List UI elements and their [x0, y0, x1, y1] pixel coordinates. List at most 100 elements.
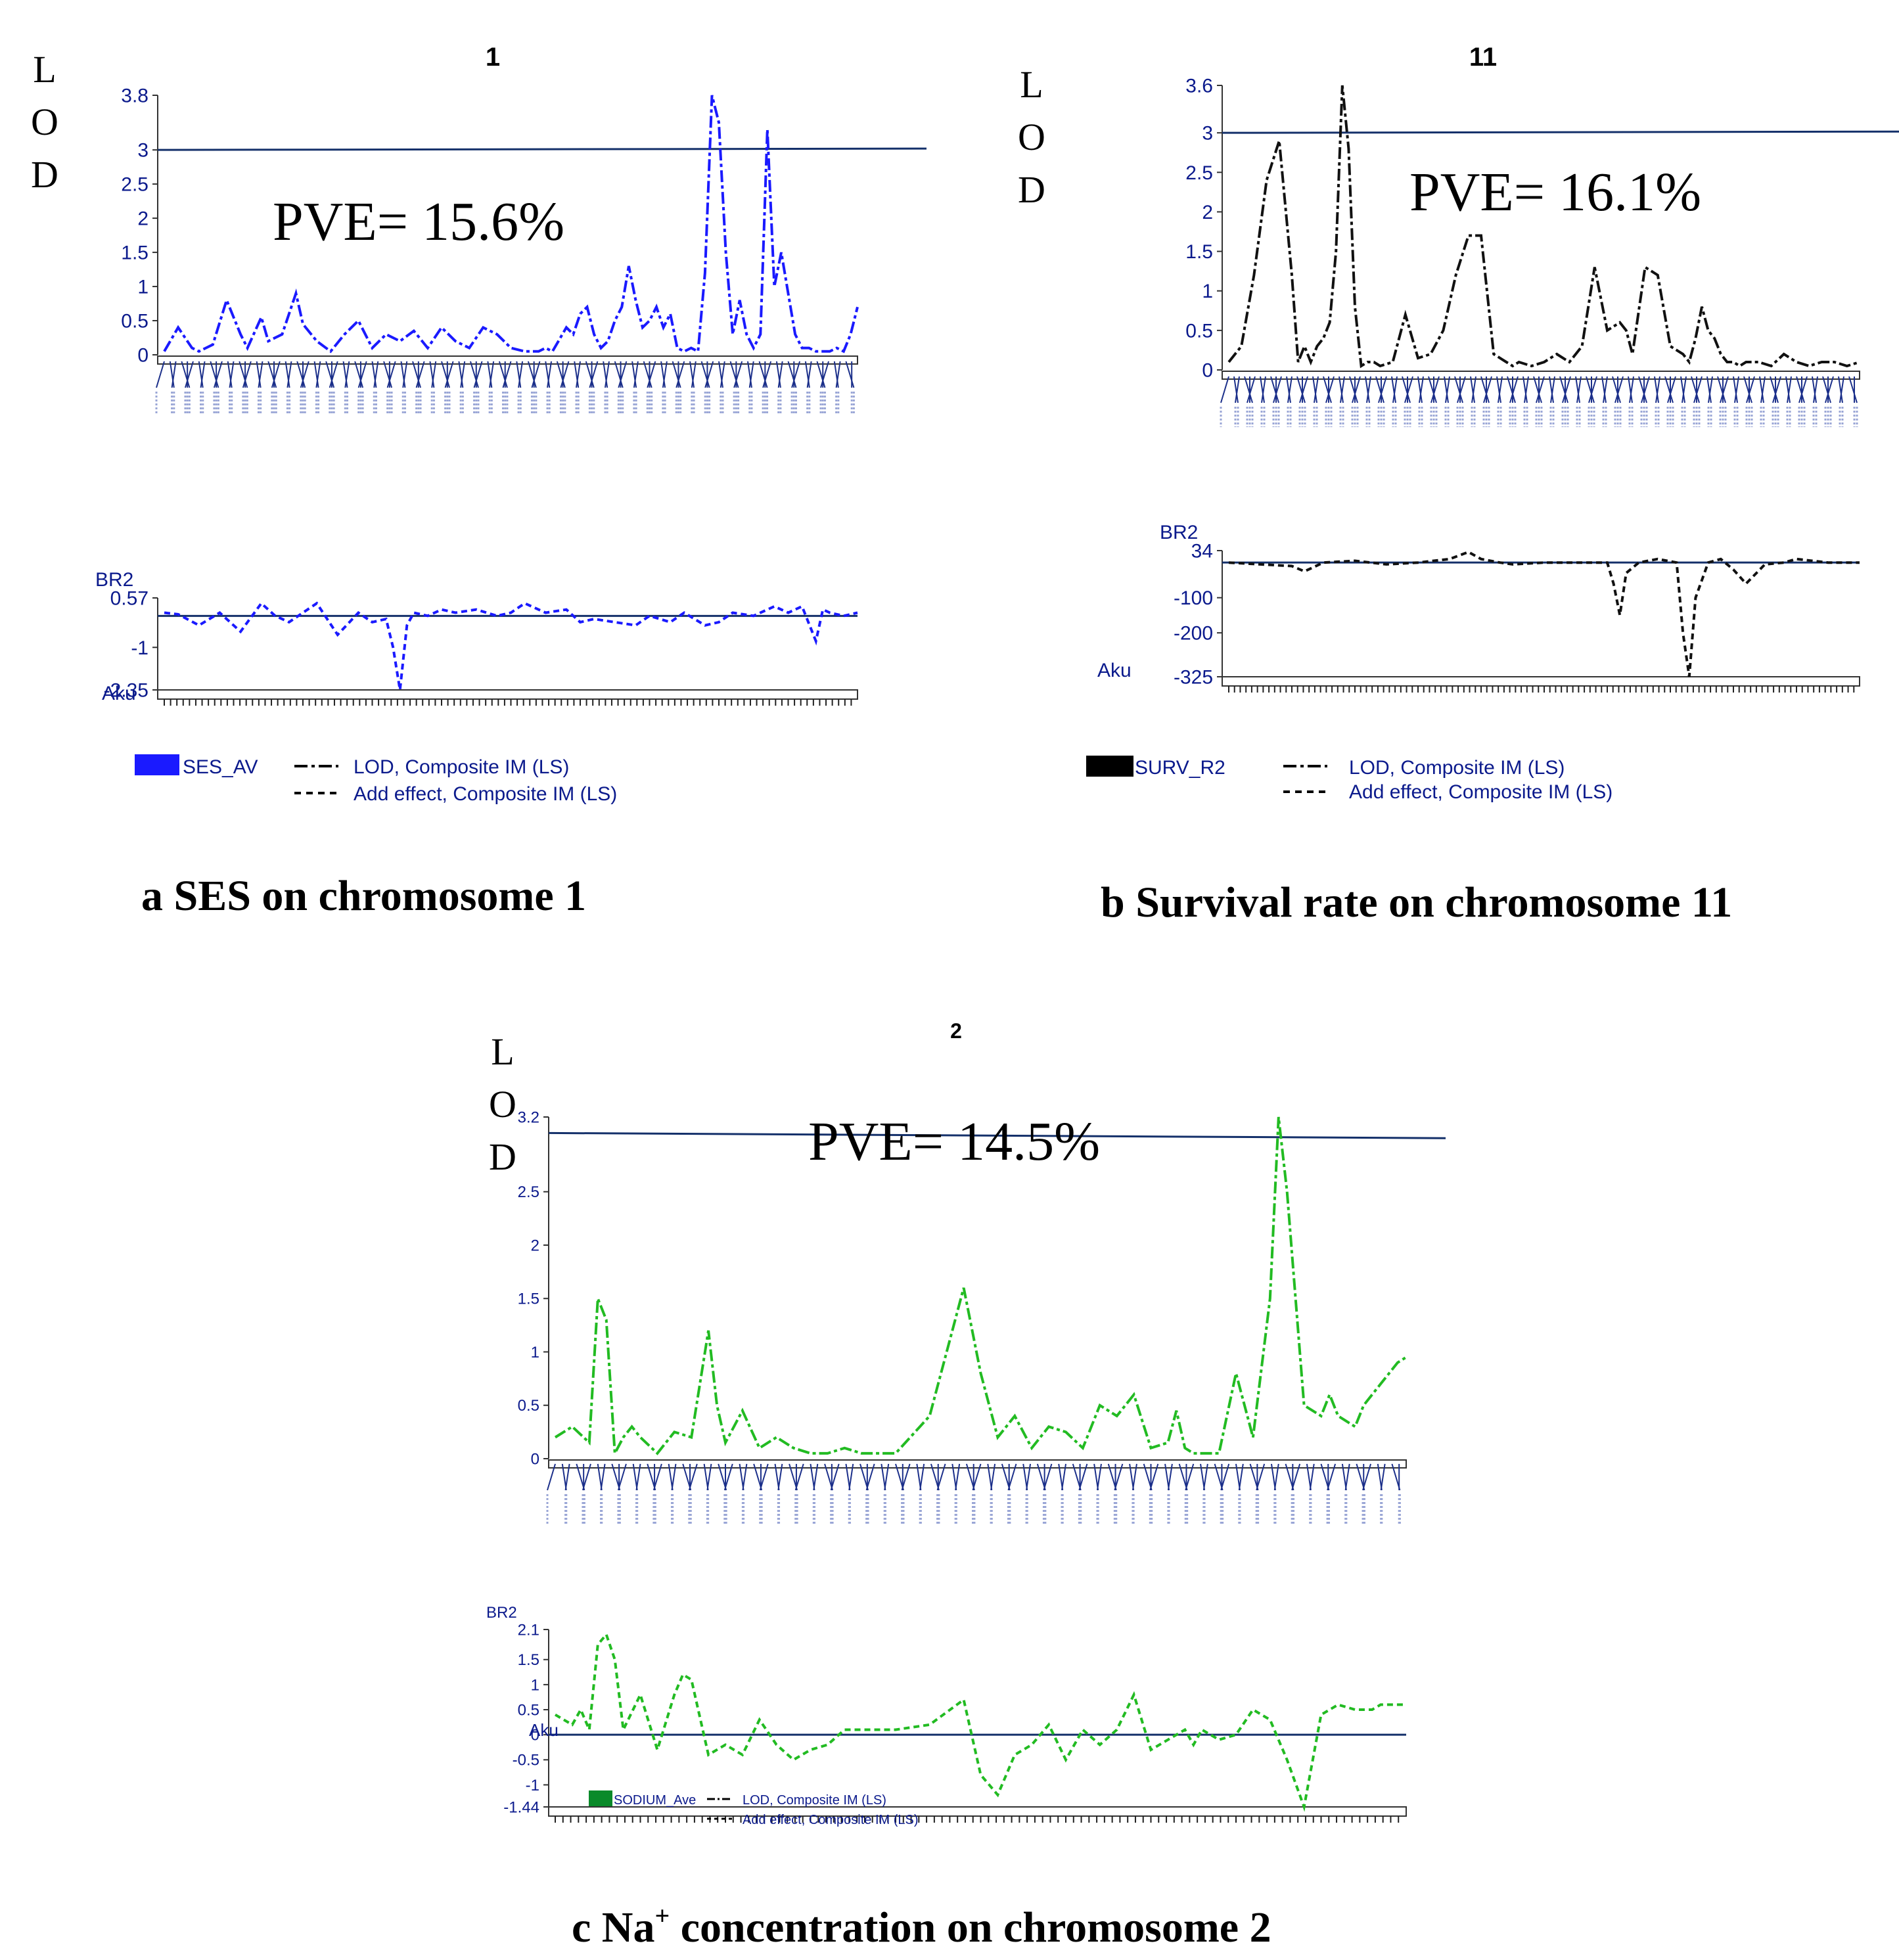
marker-tick: [1445, 376, 1450, 403]
marker-tick: [1614, 376, 1624, 403]
legend-trait-label: SODIUM_Ave: [614, 1793, 696, 1808]
marker-ticks: [546, 1463, 1401, 1524]
marker-tick: [691, 361, 697, 388]
marker-tick: [1693, 376, 1703, 403]
marker-tick: [1457, 376, 1466, 403]
legend-lod-label: LOD, Composite IM (LS): [743, 1793, 886, 1808]
marker-tick: [1256, 1463, 1266, 1491]
marker-tick: [564, 1463, 570, 1491]
marker-tick: [848, 1463, 854, 1491]
marker-tick: [652, 1463, 662, 1491]
marker-tick: [1798, 376, 1808, 403]
lod-y-tick-label: 3.2: [518, 1108, 539, 1126]
lod-y-tick-label: 1: [531, 1344, 539, 1361]
marker-tick: [412, 361, 421, 388]
marker-tick: [1576, 376, 1582, 403]
caption-prefix: c Na: [572, 1903, 654, 1951]
marker-tick: [1299, 376, 1308, 403]
effect-y-tick-label: -325: [1174, 667, 1213, 689]
marker-tick: [1380, 1463, 1386, 1491]
marker-tick: [1167, 1463, 1173, 1491]
marker-tick: [1471, 376, 1476, 403]
marker-tick: [810, 1463, 815, 1491]
marker-tick: [489, 361, 495, 388]
marker-tick: [633, 361, 639, 388]
marker-tick: [787, 361, 797, 388]
marker-tick: [704, 361, 714, 388]
marker-tick: [229, 361, 235, 388]
lod-y-tick-label: 3: [1202, 123, 1213, 145]
marker-tick: [718, 361, 723, 388]
marker-tick: [1338, 376, 1344, 403]
legend-trait-swatch: [589, 1790, 612, 1806]
marker-tick: [344, 361, 350, 388]
legend-lod-label: LOD, Composite IM (LS): [1349, 757, 1565, 779]
marker-tick: [1340, 376, 1345, 403]
lod-axis-letter: D: [31, 153, 58, 196]
marker-tick: [845, 361, 855, 388]
marker-tick: [1185, 1463, 1195, 1491]
marker-tick: [758, 361, 768, 388]
marker-tick: [1848, 376, 1858, 403]
marker-tick: [1327, 1463, 1337, 1491]
marker-tick: [1061, 1463, 1066, 1491]
marker-tick: [354, 361, 364, 388]
marker-tick: [1536, 376, 1545, 403]
marker-tick: [460, 361, 466, 388]
marker-tick: [256, 361, 262, 388]
marker-tick: [458, 361, 464, 388]
lod-threshold-line: [1222, 130, 1899, 134]
lod-axis-letter: D: [1018, 168, 1045, 211]
marker-tick: [1680, 376, 1685, 403]
marker-tick: [688, 1463, 698, 1491]
marker-tick: [383, 361, 393, 388]
marker-tick: [1454, 376, 1463, 403]
marker-tick: [1654, 376, 1659, 403]
marker-tick: [1601, 376, 1607, 403]
marker-tick: [487, 361, 493, 388]
marker-tick: [794, 1463, 804, 1491]
marker-tick: [1444, 376, 1449, 403]
marker-tick: [660, 361, 666, 388]
panel-a: L O D 1 3.832.521.510.50 BR20.57-1-2.35 …: [31, 43, 927, 920]
marker-tick: [1734, 376, 1739, 403]
panel-caption: c Na+ concentration on chromosome 2: [572, 1901, 1271, 1951]
pve-text: PVE= 14.5%: [808, 1111, 1100, 1172]
effect-axis-label: BR2: [1160, 522, 1198, 543]
marker-tick: [1813, 376, 1818, 403]
marker-tick: [865, 1463, 875, 1491]
marker-tick: [1149, 1463, 1159, 1491]
marker-tick: [775, 361, 781, 388]
marker-tick: [402, 361, 408, 388]
marker-tick: [1220, 1463, 1230, 1491]
marker-tick: [560, 361, 570, 388]
marker-tick: [1428, 376, 1437, 403]
lod-y-tick-label: 1: [137, 277, 149, 298]
marker-tick: [777, 1463, 783, 1491]
lod-y-tick-label: 1.5: [121, 242, 149, 264]
marker-tick: [1691, 376, 1700, 403]
marker-tick: [1309, 1463, 1315, 1491]
marker-tick: [415, 361, 425, 388]
chromosome-title: 11: [1469, 43, 1497, 72]
legend: SES_AV LOD, Composite IM (LS) Add effect…: [135, 754, 617, 805]
marker-tick: [1796, 376, 1805, 403]
marker-tick: [901, 1463, 911, 1491]
effect-y-tick-label: 34: [1191, 541, 1213, 562]
marker-tick: [1838, 376, 1843, 403]
marker-tick: [441, 361, 450, 388]
marker-tick: [1638, 376, 1647, 403]
marker-tick: [242, 361, 252, 388]
lod-plot: 3.8 3 2.5 2 1.5 1 0.5 0: [121, 85, 927, 414]
marker-tick: [286, 361, 292, 388]
marker-tick: [1612, 376, 1621, 403]
marker-tick: [1549, 376, 1554, 403]
effect-y-tick-label: -100: [1174, 587, 1213, 609]
marker-tick: [1114, 1463, 1124, 1491]
marker-tick: [1822, 376, 1831, 403]
marker-tick: [325, 361, 335, 388]
marker-tick: [1402, 376, 1411, 403]
marker-tick: [1352, 376, 1361, 403]
marker-tick: [759, 1463, 769, 1491]
marker-tick: [618, 361, 628, 388]
